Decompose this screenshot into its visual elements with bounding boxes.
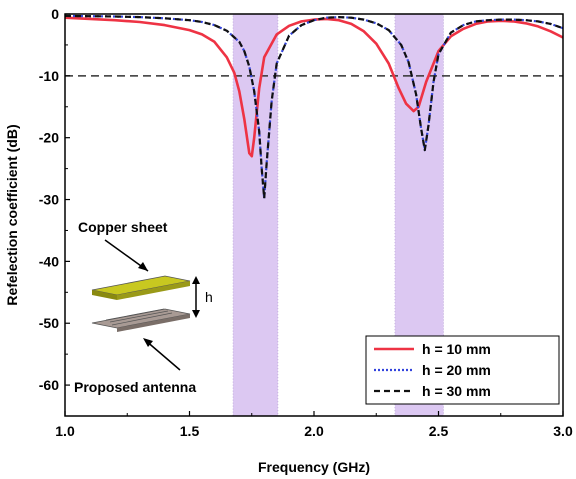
copper-sheet-side xyxy=(92,290,117,300)
x-tick-label: 3.0 xyxy=(553,423,573,439)
legend-label-3: h = 30 mm xyxy=(422,383,491,399)
y-tick-label: -60 xyxy=(39,377,59,393)
height-arrowhead-top xyxy=(192,276,200,284)
series-line-3 xyxy=(64,14,564,200)
y-tick-label: -30 xyxy=(39,192,59,208)
copper-sheet-label: Copper sheet xyxy=(78,219,168,235)
x-tick-label: 2.5 xyxy=(429,423,449,439)
height-label: h xyxy=(205,289,213,305)
y-tick-label: 0 xyxy=(51,6,59,22)
x-tick-label: 1.5 xyxy=(180,423,200,439)
y-tick-label: -10 xyxy=(39,68,59,84)
series-line-2 xyxy=(64,14,564,200)
highlight-band-1 xyxy=(232,13,279,417)
legend: h = 10 mm h = 20 mm h = 30 mm xyxy=(365,335,560,405)
height-arrowhead-bottom xyxy=(192,310,200,318)
proposed-antenna-label: Proposed antenna xyxy=(74,379,196,395)
legend-label-1: h = 10 mm xyxy=(422,341,491,357)
y-tick-label: -20 xyxy=(39,130,59,146)
highlight-bands xyxy=(232,13,444,417)
antenna-traces xyxy=(105,308,173,326)
antenna-side xyxy=(117,314,190,332)
copper-sheet-front xyxy=(117,281,190,300)
y-tick-label: -40 xyxy=(39,253,59,269)
y-axis-ticks: 0 -10 -20 -30 -40 -50 -60 xyxy=(39,6,70,393)
x-tick-label: 2.0 xyxy=(304,423,324,439)
series-line-1 xyxy=(64,16,564,158)
series-group xyxy=(64,14,564,200)
copper-sheet-arrowhead xyxy=(138,262,148,271)
antenna-arrow xyxy=(144,339,181,371)
antenna-inset: Copper sheet h Proposed antenna xyxy=(74,219,213,395)
y-axis-label: Refelection coefficient (dB) xyxy=(4,124,20,305)
x-axis-ticks: 1.0 1.5 2.0 2.5 3.0 xyxy=(55,411,573,439)
legend-label-2: h = 20 mm xyxy=(422,362,491,378)
y-tick-label: -50 xyxy=(39,315,59,331)
x-axis-label: Frequency (GHz) xyxy=(258,459,370,475)
x-tick-label: 1.0 xyxy=(55,423,75,439)
antenna-arrowhead xyxy=(143,338,153,347)
